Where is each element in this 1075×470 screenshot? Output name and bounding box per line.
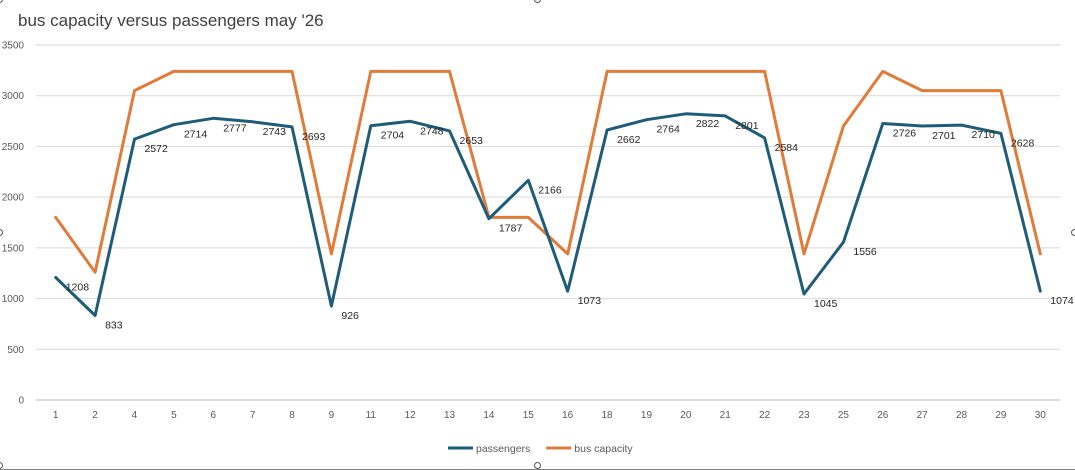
data-label: 2701 (932, 130, 956, 142)
x-tick-label: 25 (838, 410, 850, 421)
x-tick-label: 12 (405, 410, 417, 421)
x-tick-label: 5 (171, 410, 177, 421)
data-label: 2704 (381, 130, 405, 142)
x-tick-label: 22 (759, 410, 771, 421)
data-label: 1556 (853, 246, 877, 258)
resize-handle-right[interactable] (1071, 229, 1075, 236)
data-label: 2748 (420, 125, 444, 137)
data-label: 2710 (972, 129, 996, 141)
legend-bus-capacity-label: bus capacity (574, 443, 633, 455)
y-tick-label: 2000 (2, 193, 25, 204)
data-label: 1787 (499, 223, 523, 235)
x-tick-label: 27 (917, 410, 929, 421)
chart-title: bus capacity versus passengers may '26 (18, 11, 324, 30)
y-tick-label: 500 (7, 345, 24, 356)
y-tick-label: 3000 (2, 91, 25, 102)
x-tick-label: 2 (92, 410, 98, 421)
x-tick-label: 15 (523, 410, 535, 421)
data-label: 2584 (775, 142, 799, 154)
legend-passengers-label: passengers (476, 443, 530, 455)
data-label: 926 (341, 310, 359, 322)
data-label: 2777 (223, 122, 247, 134)
x-tick-label: 26 (877, 410, 889, 421)
x-tick-label: 11 (366, 410, 377, 421)
x-tick-label: 28 (956, 410, 968, 421)
data-label: 2662 (617, 134, 641, 146)
y-tick-label: 0 (18, 396, 24, 407)
series-line-passengers (54, 112, 1042, 317)
series-line-bus-capacity (54, 69, 1042, 274)
data-label: 2693 (302, 131, 326, 143)
x-tick-label: 18 (602, 410, 614, 421)
resize-handle-bottom[interactable] (534, 462, 541, 469)
data-label: 2572 (144, 143, 168, 155)
data-label: 2628 (1011, 137, 1035, 149)
x-tick-label: 20 (680, 410, 692, 421)
data-label: 2653 (460, 135, 484, 147)
y-tick-label: 1500 (2, 243, 25, 254)
data-label: 1045 (814, 298, 838, 310)
y-tick-label: 1000 (2, 294, 25, 305)
data-label: 2743 (263, 126, 287, 138)
x-tick-label: 13 (444, 410, 456, 421)
x-tick-label: 1 (53, 410, 59, 421)
data-label: 1073 (578, 295, 602, 307)
x-tick-label: 30 (1035, 410, 1047, 421)
data-label: 2726 (893, 128, 917, 140)
data-label: 833 (105, 320, 123, 332)
data-label: 2714 (184, 129, 208, 141)
data-label: 2764 (656, 124, 680, 136)
data-label: 2166 (538, 184, 562, 196)
x-tick-label: 8 (289, 410, 295, 421)
x-tick-label: 21 (720, 410, 732, 421)
x-tick-label: 4 (132, 410, 138, 421)
x-tick-label: 23 (798, 410, 810, 421)
x-tick-label: 29 (995, 410, 1007, 421)
data-label: 2822 (696, 118, 720, 130)
data-label: 1208 (66, 281, 90, 293)
data-label: 2801 (735, 120, 759, 132)
data-label: 1074 (1050, 295, 1074, 307)
x-tick-label: 16 (562, 410, 574, 421)
x-tick-label: 14 (483, 410, 495, 421)
x-tick-label: 6 (210, 410, 216, 421)
y-tick-label: 2500 (2, 142, 25, 153)
x-tick-label: 7 (250, 410, 256, 421)
x-tick-label: 9 (329, 410, 335, 421)
y-tick-label: 3500 (2, 41, 25, 52)
x-tick-label: 19 (641, 410, 653, 421)
